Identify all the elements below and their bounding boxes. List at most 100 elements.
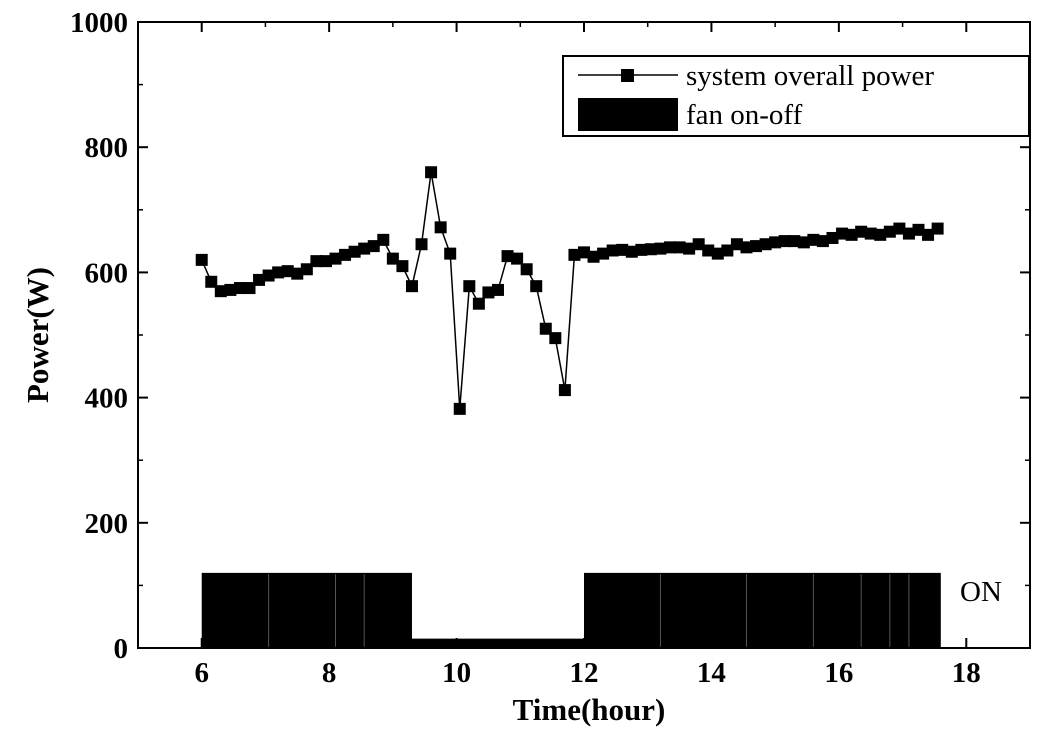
- power-point: [874, 228, 887, 241]
- power-point: [893, 222, 906, 235]
- power-point: [530, 280, 543, 293]
- axis-ticks: 6 8 10 12 14 16 18 0 200 400 600 800 1000: [70, 7, 1031, 689]
- power-point: [472, 297, 485, 310]
- power-point: [339, 248, 352, 261]
- power-point: [635, 243, 648, 256]
- power-point: [539, 322, 552, 335]
- power-point: [883, 225, 896, 238]
- power-point: [358, 242, 371, 255]
- power-point: [396, 260, 409, 273]
- power-point: [501, 250, 514, 263]
- power-point: [377, 233, 390, 246]
- legend-label-fan: fan on-off: [686, 99, 803, 131]
- power-point: [759, 238, 772, 251]
- power-point: [654, 242, 667, 255]
- x-tick-label: 14: [697, 657, 726, 689]
- power-point: [415, 238, 428, 251]
- x-tick-label: 18: [952, 657, 981, 689]
- legend-fan-swatch: [578, 98, 678, 131]
- fan-on-off-area: [201, 572, 941, 648]
- power-point: [711, 247, 724, 260]
- power-point: [511, 252, 524, 265]
- power-point: [931, 222, 944, 235]
- fan-on-off-series: [201, 572, 941, 648]
- power-point: [587, 250, 600, 263]
- power-point: [233, 282, 246, 295]
- on-annotation: ON: [960, 576, 1002, 608]
- power-point: [797, 236, 810, 249]
- power-point: [740, 241, 753, 254]
- legend-square-marker: [621, 69, 634, 82]
- power-point: [807, 233, 820, 246]
- power-point: [750, 240, 763, 253]
- power-point: [721, 244, 734, 257]
- power-point: [845, 228, 858, 241]
- y-tick-label: 400: [85, 383, 129, 415]
- power-point: [788, 235, 801, 248]
- power-point: [205, 275, 218, 288]
- power-point: [463, 280, 476, 293]
- power-point: [434, 221, 447, 234]
- power-point: [769, 236, 782, 249]
- power-point: [864, 227, 877, 240]
- power-point: [214, 285, 227, 298]
- power-point: [625, 245, 638, 258]
- power-point: [912, 223, 925, 236]
- power-point: [491, 283, 504, 296]
- power-point: [922, 228, 935, 241]
- x-tick-label: 16: [824, 657, 853, 689]
- x-tick-label: 6: [194, 657, 209, 689]
- power-point: [673, 241, 686, 254]
- power-point: [730, 238, 743, 251]
- power-point: [482, 286, 495, 299]
- power-point: [568, 248, 581, 261]
- power-point: [836, 227, 849, 240]
- power-point: [816, 235, 829, 248]
- power-point: [243, 282, 256, 295]
- power-point: [300, 263, 313, 276]
- x-tick-label: 12: [570, 657, 599, 689]
- power-point: [855, 225, 868, 238]
- power-point: [272, 266, 285, 279]
- power-point: [558, 384, 571, 397]
- power-point: [520, 263, 533, 276]
- power-point: [778, 235, 791, 248]
- y-tick-label: 0: [114, 633, 129, 665]
- power-point: [348, 245, 361, 258]
- y-axis-title: Power(W): [20, 267, 55, 403]
- power-point: [253, 273, 266, 286]
- y-tick-label: 200: [85, 508, 129, 540]
- power-point: [616, 243, 629, 256]
- power-point: [405, 280, 418, 293]
- x-axis-title: Time(hour): [513, 692, 666, 727]
- power-point: [644, 243, 657, 256]
- x-tick-label: 8: [322, 657, 337, 689]
- power-point: [386, 252, 399, 265]
- power-point: [578, 246, 590, 259]
- power-point: [291, 267, 304, 280]
- power-point: [195, 253, 208, 266]
- system-power-series: [195, 166, 944, 415]
- power-point: [262, 269, 275, 282]
- power-line: [201, 172, 939, 409]
- power-point: [606, 244, 619, 257]
- legend-label-power: system overall power: [686, 60, 934, 92]
- power-point: [319, 255, 332, 268]
- power-point: [224, 283, 237, 296]
- y-tick-label: 800: [85, 132, 129, 164]
- power-point: [425, 166, 438, 179]
- power-point: [367, 240, 380, 253]
- power-point: [692, 238, 705, 251]
- power-point: [310, 255, 323, 268]
- power-point: [597, 247, 610, 260]
- power-point: [281, 265, 294, 278]
- power-point: [444, 247, 457, 260]
- legend: system overall power fan on-off: [562, 55, 1030, 137]
- power-point: [664, 241, 677, 254]
- power-point: [453, 402, 466, 415]
- power-point: [329, 252, 342, 265]
- power-point: [549, 332, 562, 345]
- y-tick-label: 1000: [70, 7, 128, 39]
- power-point: [683, 242, 696, 255]
